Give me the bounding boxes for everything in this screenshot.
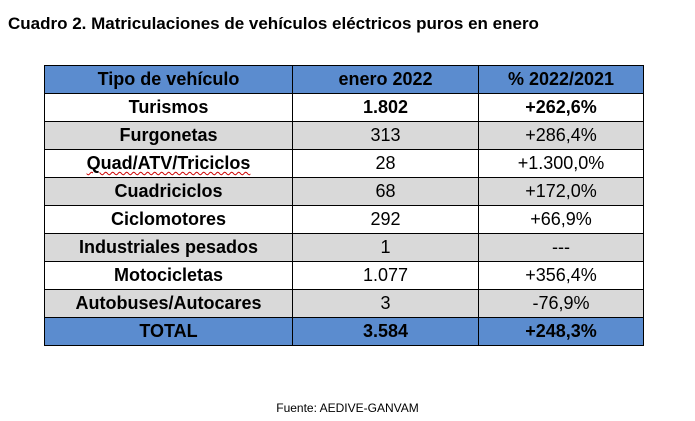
column-header-type: Tipo de vehículo xyxy=(44,65,293,94)
table-row: Motocicletas 1.077 +356,4% xyxy=(44,261,644,290)
table-title: Cuadro 2. Matriculaciones de vehículos e… xyxy=(8,14,539,33)
column-header-january: enero 2022 xyxy=(292,65,479,94)
data-table: Tipo de vehículo enero 2022 % 2022/2021 … xyxy=(44,65,644,346)
value-cell: 1.077 xyxy=(292,261,479,290)
total-row: TOTAL 3.584 +248,3% xyxy=(44,317,644,346)
change-cell: +262,6% xyxy=(478,93,644,122)
table-row: Furgonetas 313 +286,4% xyxy=(44,121,644,150)
total-change-cell: +248,3% xyxy=(478,317,644,346)
vehicle-type-cell: Quad/ATV/Triciclos xyxy=(44,149,293,178)
value-cell: 3 xyxy=(292,289,479,318)
change-cell: +356,4% xyxy=(478,261,644,290)
spellcheck-underlined-text: Quad/ATV/Triciclos xyxy=(86,153,251,173)
value-cell: 1 xyxy=(292,233,479,262)
value-cell: 68 xyxy=(292,177,479,206)
header-row: Tipo de vehículo enero 2022 % 2022/2021 xyxy=(44,65,644,94)
table-row: Ciclomotores 292 +66,9% xyxy=(44,205,644,234)
vehicle-type-cell: Industriales pesados xyxy=(44,233,293,262)
change-cell: --- xyxy=(478,233,644,262)
value-cell: 313 xyxy=(292,121,479,150)
table-row: Quad/ATV/Triciclos 28 +1.300,0% xyxy=(44,149,644,178)
source-note: Fuente: AEDIVE-GANVAM xyxy=(276,401,419,415)
change-cell: +1.300,0% xyxy=(478,149,644,178)
vehicle-type-cell: Motocicletas xyxy=(44,261,293,290)
value-cell: 1.802 xyxy=(292,93,479,122)
table-row: Industriales pesados 1 --- xyxy=(44,233,644,262)
value-cell: 28 xyxy=(292,149,479,178)
vehicle-type-cell: Autobuses/Autocares xyxy=(44,289,293,318)
vehicle-type-cell: Furgonetas xyxy=(44,121,293,150)
change-cell: +286,4% xyxy=(478,121,644,150)
change-cell: +66,9% xyxy=(478,205,644,234)
table-row: Turismos 1.802 +262,6% xyxy=(44,93,644,122)
total-value-cell: 3.584 xyxy=(292,317,479,346)
column-header-change: % 2022/2021 xyxy=(478,65,644,94)
table-row: Cuadriciclos 68 +172,0% xyxy=(44,177,644,206)
vehicle-type-cell: Cuadriciclos xyxy=(44,177,293,206)
table-row: Autobuses/Autocares 3 -76,9% xyxy=(44,289,644,318)
vehicle-type-cell: Ciclomotores xyxy=(44,205,293,234)
change-cell: +172,0% xyxy=(478,177,644,206)
vehicle-type-cell: Turismos xyxy=(44,93,293,122)
value-cell: 292 xyxy=(292,205,479,234)
change-cell: -76,9% xyxy=(478,289,644,318)
total-label-cell: TOTAL xyxy=(44,317,293,346)
